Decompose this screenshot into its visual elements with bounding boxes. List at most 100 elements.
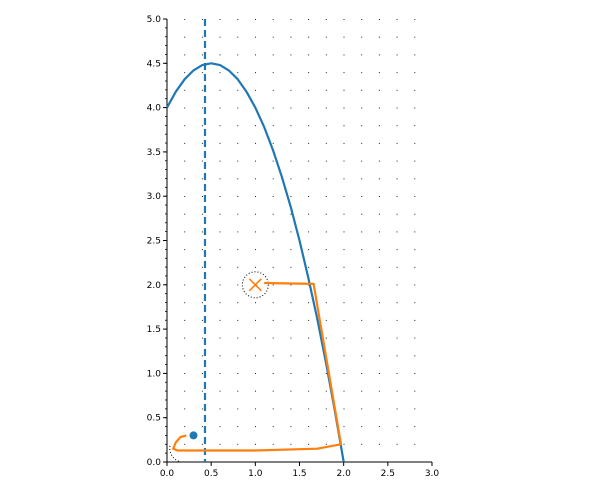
- grid-dot: [378, 142, 380, 144]
- grid-dot: [378, 107, 380, 109]
- grid-dot: [325, 390, 327, 392]
- grid-dot: [414, 72, 416, 74]
- grid-dot: [219, 426, 221, 428]
- grid-dot: [325, 178, 327, 180]
- grid-dot: [396, 89, 398, 91]
- grid-dot: [361, 19, 363, 20]
- point-marker: [189, 431, 198, 440]
- grid-dot: [308, 178, 310, 180]
- grid-dot: [290, 231, 292, 233]
- grid-dot: [308, 89, 310, 91]
- grid-dot: [219, 72, 221, 74]
- grid-dot: [237, 54, 239, 56]
- grid-dot: [184, 337, 186, 339]
- grid-dot: [378, 125, 380, 127]
- grid-dot: [255, 19, 256, 20]
- grid-dot: [237, 160, 239, 162]
- grid-dot: [219, 54, 221, 56]
- grid-dot: [290, 266, 292, 268]
- grid-dot: [255, 125, 256, 127]
- grid-dot: [396, 36, 398, 38]
- grid-dot: [325, 408, 327, 410]
- grid-dot: [255, 266, 256, 268]
- grid-dot: [378, 390, 380, 392]
- grid-dot: [255, 355, 256, 357]
- grid-dot: [308, 266, 310, 268]
- grid-dot: [184, 89, 186, 91]
- grid-dot: [343, 231, 345, 233]
- grid-dot: [414, 160, 416, 162]
- grid-dot: [361, 249, 363, 251]
- grid-dot: [219, 125, 221, 127]
- grid-dot: [237, 249, 239, 251]
- grid-dot: [343, 36, 345, 38]
- grid-dot: [378, 408, 380, 410]
- grid-dot: [272, 196, 274, 197]
- grid-dot: [308, 426, 310, 428]
- grid-dot: [325, 266, 327, 268]
- grid-dot: [308, 355, 310, 357]
- grid-dot: [343, 213, 345, 215]
- grid-dot: [396, 408, 398, 410]
- y-tick-label: 1.0: [147, 369, 162, 379]
- grid-dot: [378, 302, 380, 304]
- grid-dot: [237, 426, 239, 428]
- grid-dot: [396, 266, 398, 268]
- grid-dot: [325, 160, 327, 162]
- x-tick-label: 1.0: [248, 469, 263, 479]
- grid-dot: [201, 213, 203, 215]
- grid-dot: [361, 408, 363, 410]
- grid-dot: [325, 284, 327, 286]
- grid-dot: [184, 408, 186, 410]
- grid-dot: [308, 284, 310, 286]
- grid-dot: [343, 54, 345, 56]
- y-tick-label: 2.5: [147, 237, 161, 247]
- grid-dot: [219, 302, 221, 304]
- grid-dot: [343, 390, 345, 392]
- grid-dot: [201, 107, 203, 109]
- grid-dot: [343, 72, 345, 74]
- grid-dot: [378, 337, 380, 339]
- grid-dot: [272, 213, 274, 215]
- grid-dot: [201, 19, 203, 20]
- grid-dot: [361, 89, 363, 91]
- grid-dot: [361, 213, 363, 215]
- grid-dot: [219, 408, 221, 410]
- grid-dot: [272, 302, 274, 304]
- series-line: [172, 281, 343, 452]
- grid-dot: [414, 54, 416, 56]
- grid-dot: [308, 19, 310, 20]
- grid-dot: [272, 249, 274, 251]
- grid-dot: [343, 373, 345, 374]
- grid-dot: [184, 54, 186, 56]
- grid-dot: [308, 302, 310, 304]
- grid-dot: [184, 249, 186, 251]
- grid-dot: [219, 319, 221, 321]
- grid-dot: [343, 302, 345, 304]
- grid-dot: [219, 249, 221, 251]
- grid-dot: [361, 125, 363, 127]
- grid-dot: [396, 337, 398, 339]
- grid-dot: [378, 36, 380, 38]
- grid-dot: [184, 160, 186, 162]
- grid-dot: [396, 443, 398, 445]
- grid-dot: [378, 160, 380, 162]
- grid-dot: [396, 249, 398, 251]
- grid-dot: [361, 72, 363, 74]
- grid-dot: [378, 319, 380, 321]
- grid-dot: [396, 284, 398, 286]
- grid-dot: [325, 89, 327, 91]
- grid-dot: [255, 231, 256, 233]
- grid-dot: [255, 337, 256, 339]
- grid-dot: [237, 107, 239, 109]
- grid-dot: [343, 426, 345, 428]
- grid-dot: [361, 390, 363, 392]
- grid-dot: [308, 390, 310, 392]
- grid-dot: [325, 36, 327, 38]
- grid-dot: [272, 125, 274, 127]
- grid-dot: [272, 54, 274, 56]
- grid-dot: [308, 231, 310, 233]
- grid-dot: [272, 36, 274, 38]
- grid-dot: [184, 36, 186, 38]
